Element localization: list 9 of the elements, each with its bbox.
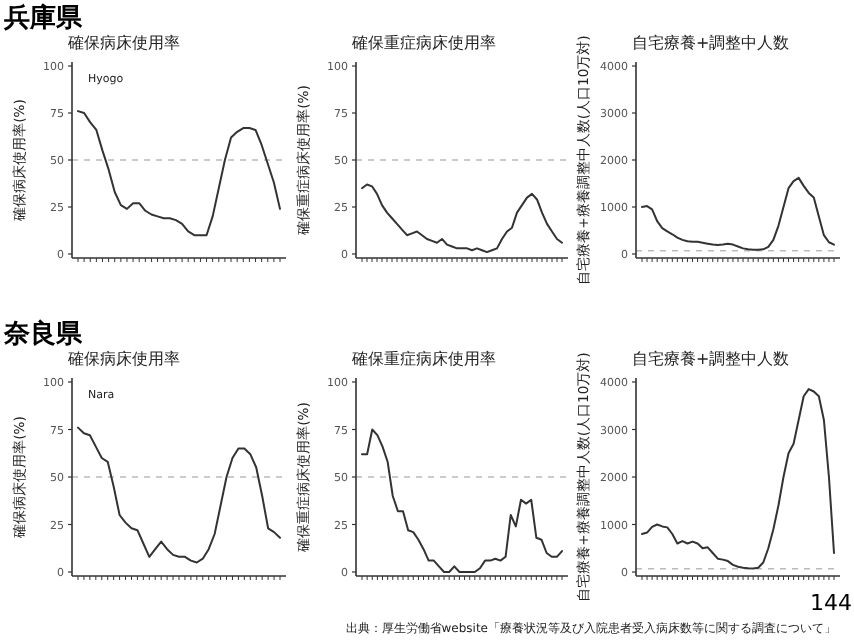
chart-title: 奈良県 [2, 318, 84, 350]
chart-title: 自宅療養+調整中人数 [632, 34, 790, 52]
chart-title: 確保重症病床使用率 [350, 34, 496, 52]
chart-subtitle: 確保病床使用率 [66, 350, 180, 368]
chart-title: 兵庫県 [2, 2, 84, 34]
text: 144 [810, 590, 852, 616]
chart-title: 確保重症病床使用率 [350, 350, 496, 368]
chart-subtitle: 確保病床使用率 [66, 34, 180, 52]
chart-title: 自宅療養+調整中人数 [632, 350, 790, 368]
